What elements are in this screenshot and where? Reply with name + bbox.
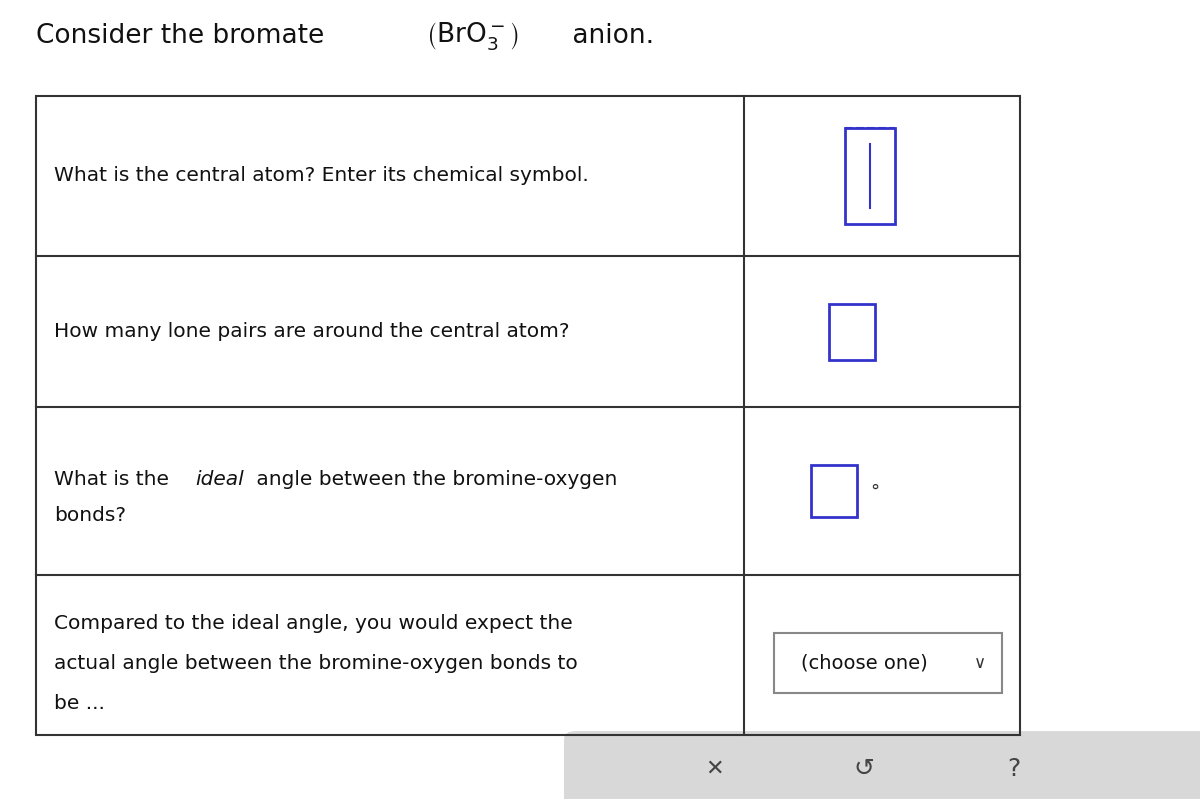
Text: What is the central atom? Enter its chemical symbol.: What is the central atom? Enter its chem…	[54, 166, 589, 185]
Text: Consider the bromate: Consider the bromate	[36, 23, 332, 49]
FancyBboxPatch shape	[774, 633, 1002, 693]
Text: anion.: anion.	[564, 23, 654, 49]
Text: bonds?: bonds?	[54, 506, 126, 525]
Text: What is the: What is the	[54, 470, 175, 489]
FancyBboxPatch shape	[845, 128, 895, 224]
Text: ?: ?	[1007, 757, 1021, 781]
FancyBboxPatch shape	[564, 731, 1200, 799]
Text: actual angle between the bromine-oxygen bonds to: actual angle between the bromine-oxygen …	[54, 654, 577, 673]
Text: (choose one): (choose one)	[800, 654, 928, 673]
Text: angle between the bromine-oxygen: angle between the bromine-oxygen	[250, 470, 617, 489]
Text: $\left(\mathrm{BrO_3^-}\right)$: $\left(\mathrm{BrO_3^-}\right)$	[426, 20, 518, 52]
Text: °: °	[870, 483, 880, 500]
Text: ∨: ∨	[974, 654, 986, 672]
Text: How many lone pairs are around the central atom?: How many lone pairs are around the centr…	[54, 322, 570, 341]
Text: ideal: ideal	[196, 470, 245, 489]
Text: be ...: be ...	[54, 694, 104, 713]
Text: Compared to the ideal angle, you would expect the: Compared to the ideal angle, you would e…	[54, 614, 572, 633]
Text: ✕: ✕	[704, 759, 724, 779]
FancyBboxPatch shape	[829, 304, 875, 360]
Text: ↺: ↺	[853, 757, 875, 781]
FancyBboxPatch shape	[811, 465, 857, 518]
